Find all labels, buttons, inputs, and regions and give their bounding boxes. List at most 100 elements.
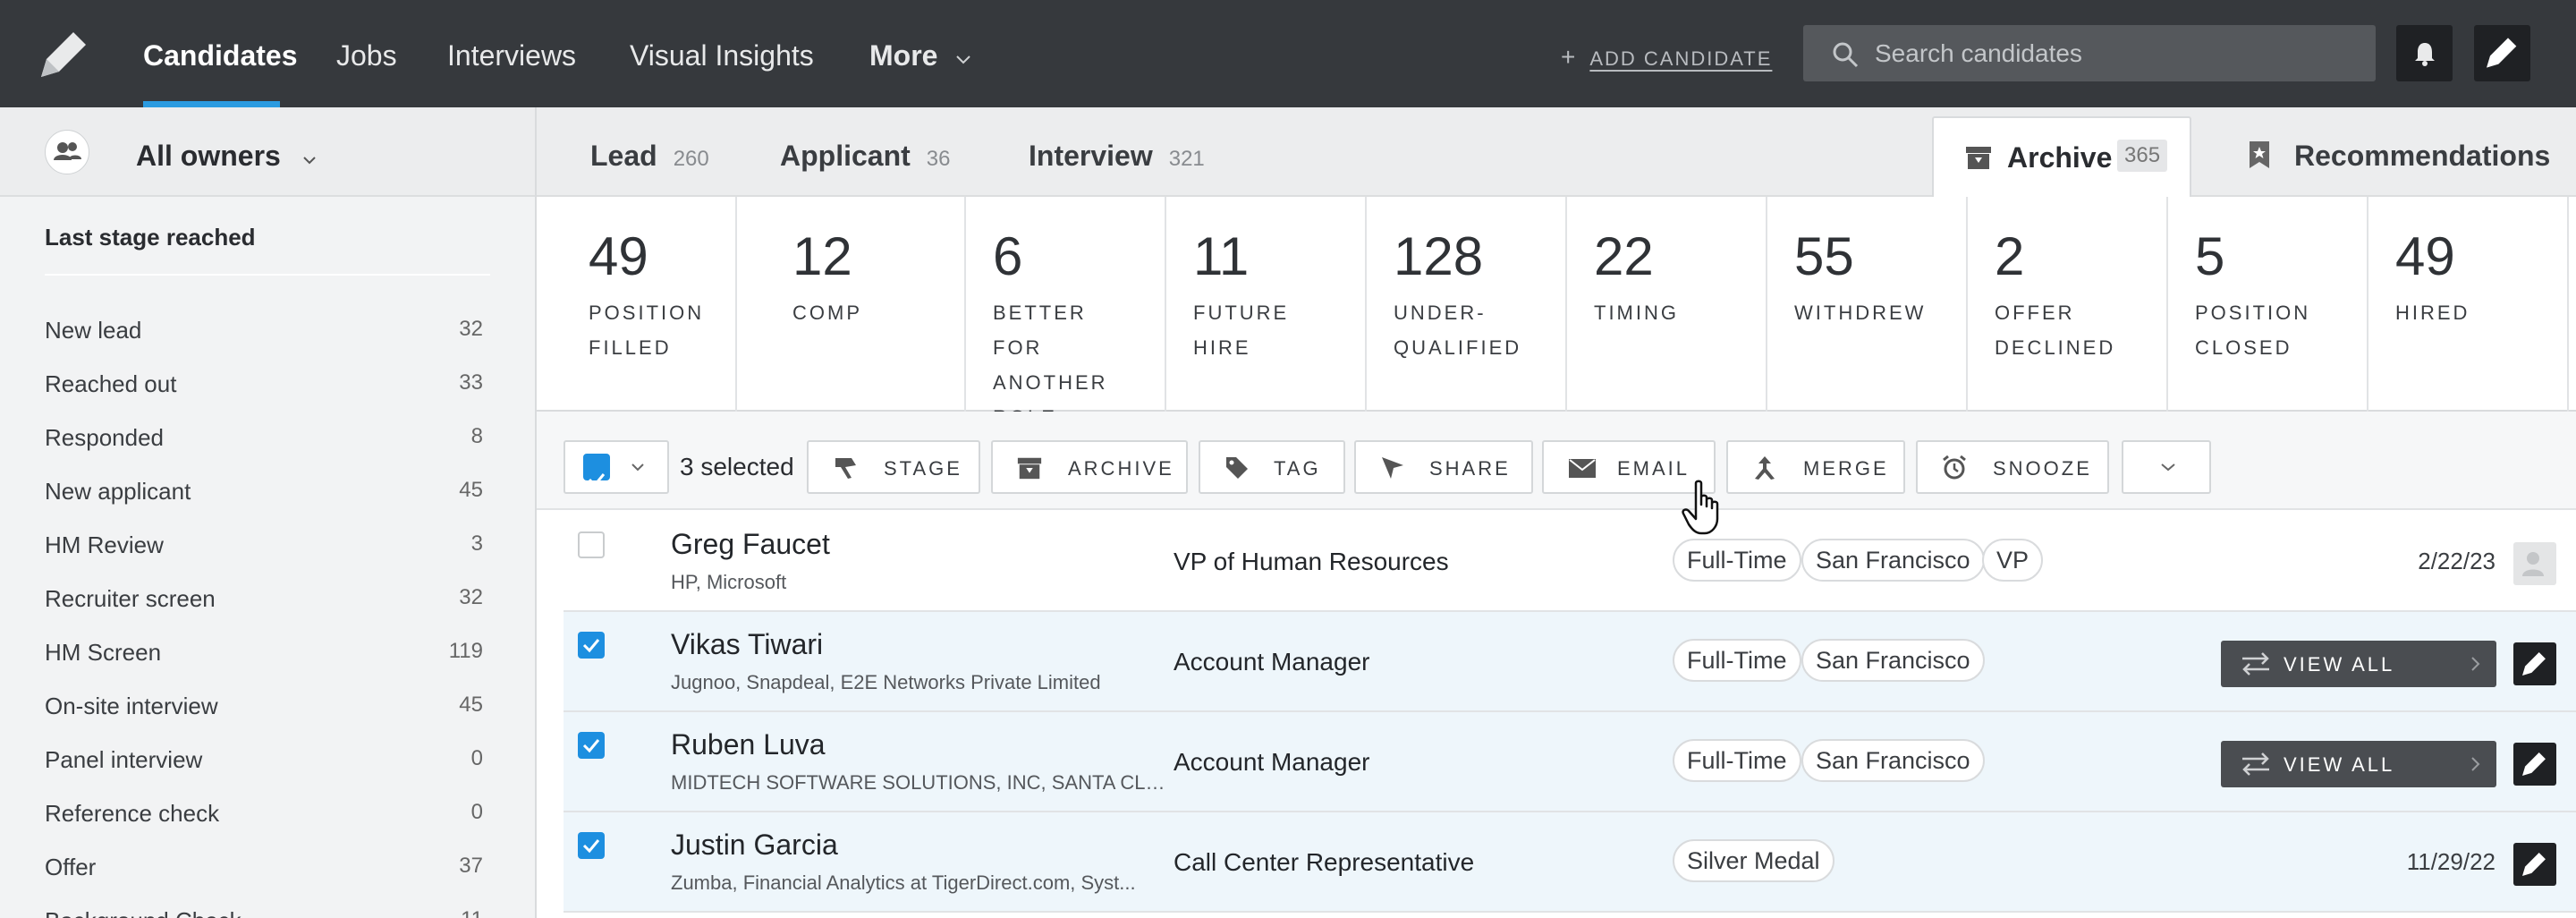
stat-label: Comp	[792, 302, 862, 324]
sidebar-item-count: 11	[461, 907, 483, 918]
share-button[interactable]: SHARE	[1354, 440, 1533, 494]
candidate-name[interactable]: Ruben Luva	[671, 728, 826, 761]
sidebar-item-new-applicant[interactable]: New applicant 45	[45, 478, 483, 506]
table-row[interactable]: Vikas Tiwari Jugnoo, Snapdeal, E2E Netwo…	[564, 612, 2576, 712]
sidebar-item-count: 45	[459, 478, 483, 502]
email-button[interactable]: EMAIL	[1542, 440, 1716, 494]
tag-pill[interactable]: San Francisco	[1801, 639, 1985, 682]
more-actions-dropdown[interactable]	[2122, 440, 2211, 494]
candidate-name[interactable]: Greg Faucet	[671, 528, 830, 560]
stat-card[interactable]: 49 Position filled	[537, 197, 737, 412]
profile-button[interactable]	[2513, 743, 2556, 786]
sidebar-item-label: Panel interview	[45, 746, 203, 773]
pen-icon	[2522, 652, 2546, 676]
stat-card[interactable]: 6 Better for another role	[966, 197, 1166, 429]
tag-pill[interactable]: Full-Time	[1673, 539, 1801, 582]
user-menu-button[interactable]	[2474, 25, 2530, 81]
stat-card[interactable]: 55 Withdrew	[1767, 197, 1968, 412]
stat-number: 128	[1394, 226, 1484, 286]
sidebar-item-background-check[interactable]: Background Check 11	[45, 907, 483, 918]
select-all-dropdown[interactable]	[564, 440, 669, 494]
profile-button[interactable]	[2513, 843, 2556, 886]
tab-recommendations-label: Recommendations	[2294, 140, 2551, 172]
table-row[interactable]: Justin Garcia Zumba, Financial Analytics…	[564, 812, 2576, 913]
sidebar-item-offer[interactable]: Offer 37	[45, 854, 483, 881]
nav-tab-jobs[interactable]: Jobs	[336, 39, 397, 72]
archive-icon	[1017, 457, 1042, 480]
stat-number: 5	[2195, 226, 2225, 286]
stat-card[interactable]: 22 Timing	[1567, 197, 1767, 412]
nav-tab-more[interactable]: More	[869, 39, 972, 72]
stage-button[interactable]: STAGE	[807, 440, 980, 494]
search-box[interactable]: Search candidates	[1803, 25, 2376, 81]
stat-card[interactable]: 128 Under-qualified	[1367, 197, 1567, 412]
row-checkbox[interactable]	[578, 531, 605, 558]
stat-card[interactable]: 11 Future hire	[1166, 197, 1367, 412]
tag-pill[interactable]: Full-Time	[1673, 739, 1801, 782]
row-date: 2/22/23	[2418, 548, 2496, 574]
nav-tab-visual-insights[interactable]: Visual Insights	[630, 39, 814, 72]
tab-recommendations[interactable]: Recommendations	[2250, 140, 2551, 173]
stat-card[interactable]: 49 Hired	[2368, 197, 2569, 412]
row-checkbox[interactable]	[578, 832, 605, 859]
tab-archive[interactable]: Archive 365	[1932, 116, 2191, 199]
sidebar-item-panel-interview[interactable]: Panel interview 0	[45, 746, 483, 774]
sidebar-item-recruiter-screen[interactable]: Recruiter screen 32	[45, 585, 483, 613]
tag-pill[interactable]: VP	[1982, 539, 2044, 582]
merge-button[interactable]: MERGE	[1726, 440, 1905, 494]
archive-reason-stats: 49 Position filled 12 Comp 6 Better for ano…	[537, 197, 2576, 429]
sidebar-item-count: 32	[459, 585, 483, 609]
candidate-name[interactable]: Justin Garcia	[671, 829, 838, 861]
sidebar-item-label: Responded	[45, 424, 164, 451]
checkmark-icon	[588, 473, 606, 488]
view-all-button[interactable]: VIEW ALL	[2221, 741, 2496, 787]
stat-number: 6	[993, 226, 1023, 286]
pointer-cursor-icon	[1682, 480, 1719, 535]
sidebar-item-hm-review[interactable]: HM Review 3	[45, 531, 483, 559]
stat-card[interactable]: 2 Offer declined	[1968, 197, 2168, 412]
row-checkbox[interactable]	[578, 732, 605, 759]
owners-filter[interactable]: All owners	[0, 107, 537, 197]
stat-label: Position closed	[2195, 302, 2311, 359]
candidate-name[interactable]: Vikas Tiwari	[671, 628, 824, 660]
table-row[interactable]: Ruben Luva MIDTECH SOFTWARE SOLUTIONS, I…	[564, 712, 2576, 812]
stat-card[interactable]: 5 Position closed	[2168, 197, 2368, 412]
table-row[interactable]: Greg Faucet HP, Microsoft VP of Human Re…	[564, 512, 2576, 612]
sidebar-item-new-lead[interactable]: New lead 32	[45, 317, 483, 344]
sidebar-item-reference-check[interactable]: Reference check 0	[45, 800, 483, 828]
owners-label: All owners	[136, 140, 318, 173]
tab-interview-label: Interview	[1029, 140, 1153, 172]
candidate-position: VP of Human Resources	[1174, 548, 1449, 575]
notifications-button[interactable]	[2396, 25, 2453, 81]
sidebar-item-responded[interactable]: Responded 8	[45, 424, 483, 452]
tag-button[interactable]: TAG	[1199, 440, 1345, 494]
logo-pen-icon[interactable]	[41, 32, 89, 77]
sidebar-item-label: Background Check	[45, 907, 242, 918]
stat-card[interactable]: 12 Comp	[766, 197, 966, 412]
tab-interview[interactable]: Interview 321	[1029, 140, 1205, 173]
tag-pill[interactable]: Full-Time	[1673, 639, 1801, 682]
stat-label: Offer declined	[1995, 302, 2116, 359]
add-candidate-link[interactable]: + ADD CANDIDATE	[1561, 43, 1772, 72]
tag-pill[interactable]: San Francisco	[1801, 539, 1985, 582]
merge-button-label: MERGE	[1803, 457, 1889, 480]
sidebar-item-on-site-interview[interactable]: On-site interview 45	[45, 693, 483, 720]
assign-button[interactable]	[2513, 542, 2556, 585]
row-date: 11/29/22	[2406, 848, 2496, 875]
snooze-button[interactable]: SNOOZE	[1916, 440, 2109, 494]
tab-applicant-count: 36	[926, 147, 951, 171]
row-checkbox[interactable]	[578, 632, 605, 659]
tab-lead[interactable]: Lead 260	[590, 140, 709, 173]
view-all-button[interactable]: VIEW ALL	[2221, 641, 2496, 687]
tab-applicant[interactable]: Applicant 36	[780, 140, 950, 173]
archive-button[interactable]: ARCHIVE	[991, 440, 1188, 494]
profile-button[interactable]	[2513, 642, 2556, 685]
select-all-checkbox[interactable]	[583, 454, 610, 488]
nav-tab-interviews[interactable]: Interviews	[447, 39, 577, 72]
tag-pill[interactable]: San Francisco	[1801, 739, 1985, 782]
tag-pill[interactable]: Silver Medal	[1673, 839, 1835, 882]
nav-tab-candidates[interactable]: Candidates	[143, 39, 298, 72]
sidebar-item-hm-screen[interactable]: HM Screen 119	[45, 639, 483, 667]
sidebar-item-reached-out[interactable]: Reached out 33	[45, 370, 483, 398]
sidebar-item-label: On-site interview	[45, 693, 218, 719]
